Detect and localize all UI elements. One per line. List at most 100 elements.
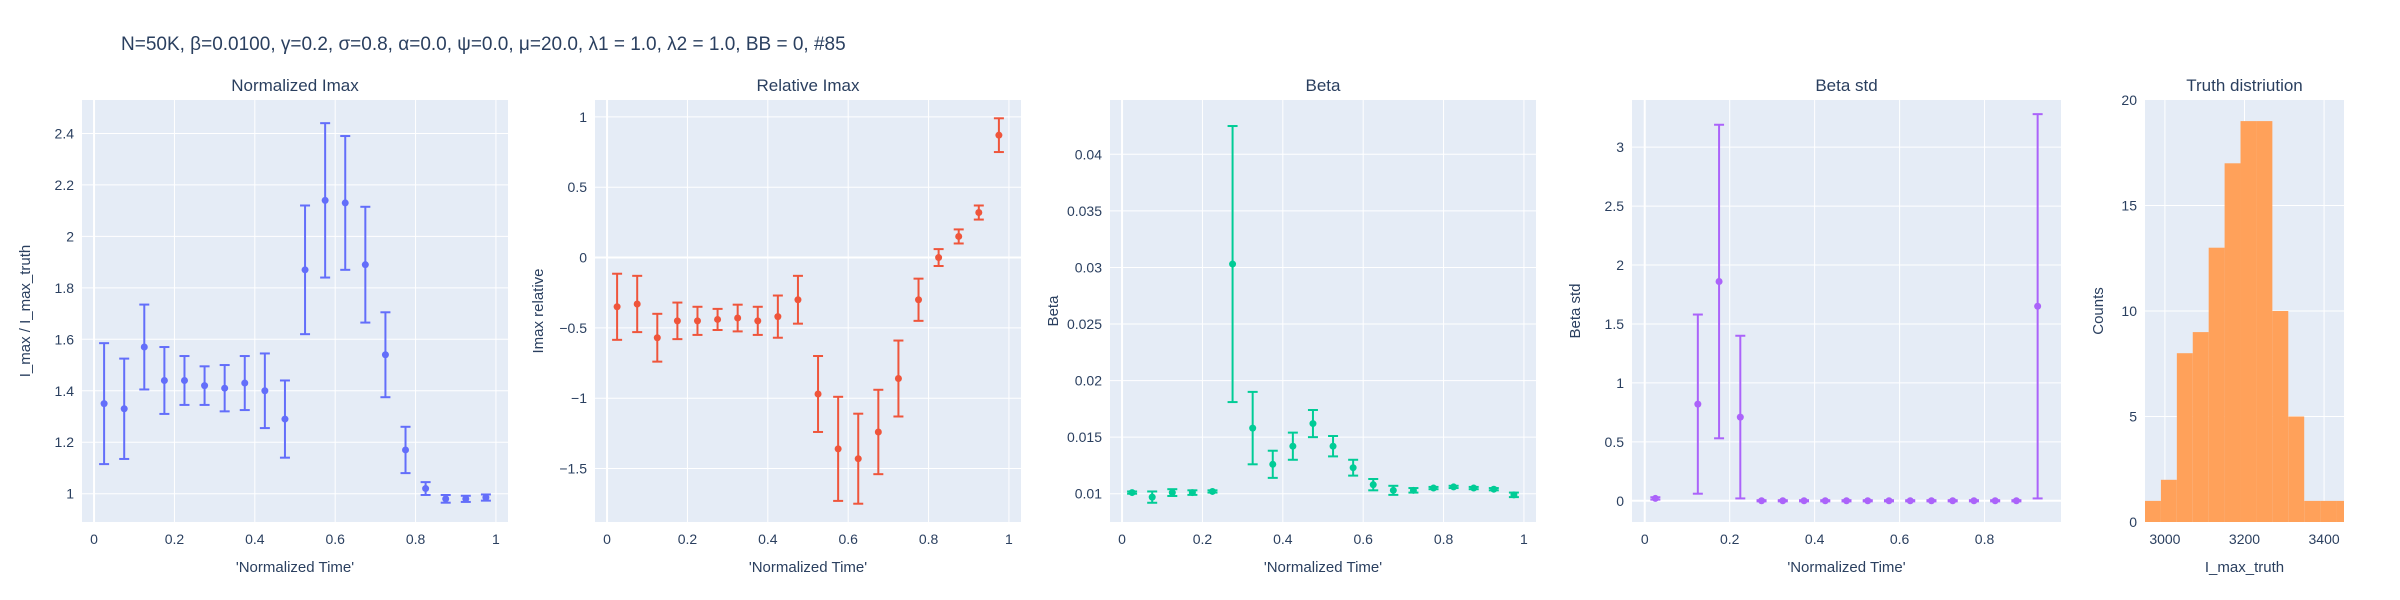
subplot-beta: 0 0.2 0.4 0.6 0.8 1 0.01 0.015 0.02 0.025 0.03 0.03… [1045,76,1536,576]
y-tick-label: 1 [1616,375,1624,391]
marker [462,495,470,503]
x-tick-label: 0 [603,531,611,547]
x-tick-label: 0.2 [165,531,185,547]
marker [1800,497,1808,505]
marker [1208,487,1216,495]
y-tick-label: 0.04 [1075,146,1102,162]
marker [422,485,430,493]
marker [955,232,963,240]
x-axis-label: 'Normalized Time' [1787,559,1905,576]
x-tick-label: 0.2 [1193,531,1213,547]
marker [341,199,349,207]
plot-area [82,100,508,522]
marker [1128,489,1136,497]
data-point [752,305,763,336]
data-point [239,355,250,412]
marker [1694,400,1702,408]
data-point [1841,497,1852,505]
marker [201,382,209,390]
data-point [612,272,623,341]
y-axis-label: Imax relative [530,268,547,353]
y-tick-label: 0 [2129,514,2137,530]
histogram-bar [2145,500,2161,522]
marker [482,494,490,502]
y-tick-label: 5 [2129,409,2137,425]
marker [1927,497,1935,505]
data-point [99,342,110,466]
marker [2012,497,2020,505]
marker [1329,442,1337,450]
data-point [632,274,643,334]
x-tick-label: 0.8 [919,531,939,547]
marker [1289,442,1297,450]
data-point [672,301,683,341]
data-point [380,311,391,399]
marker [1949,497,1957,505]
marker [1249,424,1257,432]
marker [1510,491,1518,499]
figure-title: N=50K, β=0.0100, γ=0.2, σ=0.8, α=0.0, ψ=… [121,34,846,55]
marker [613,303,621,311]
data-point [933,248,944,267]
marker [1188,489,1196,497]
data-point [712,307,723,331]
data-point [340,135,351,271]
data-point [913,277,924,322]
marker [633,300,641,308]
data-point [420,481,431,496]
histogram-bar [2176,353,2193,522]
data-point [199,365,210,406]
marker [754,317,762,325]
y-tick-label: 1.8 [55,280,75,296]
y-tick-label: 0.035 [1067,203,1102,219]
marker [834,445,842,453]
marker [1758,497,1766,505]
data-point [1883,497,1894,505]
data-point [1650,494,1661,502]
marker [874,428,882,436]
marker [774,313,782,321]
plot-area [595,100,1021,522]
data-point [440,493,451,504]
y-tick-label: 2.2 [55,177,75,193]
x-axis-label: 'Normalized Time' [1264,559,1382,576]
marker [180,376,188,384]
data-point [1368,478,1379,492]
y-tick-label: 0.01 [1075,486,1102,502]
marker [673,317,681,325]
subplot-title: Normalized Imax [231,76,359,95]
histogram-bar [2224,163,2241,523]
data-point [1348,458,1359,477]
data-point [1267,449,1278,479]
y-tick-label: 20 [2121,92,2137,108]
marker [714,315,722,323]
marker [1490,485,1498,493]
data-point [792,274,803,325]
data-point [320,122,331,279]
data-point [1147,490,1158,504]
marker [442,495,450,503]
data-point [1756,497,1767,505]
y-tick-label: 2.4 [55,125,75,141]
subplot-title: Beta [1306,76,1342,95]
histogram-bar [2336,500,2344,522]
y-axis-label: I_max / I_max_truth [17,245,34,378]
y-axis-label: Beta std [1567,283,1584,338]
data-point [1947,497,1958,505]
data-point [772,294,783,339]
x-tick-label: 0.2 [1720,531,1740,547]
x-tick-label: 0 [1118,531,1126,547]
x-tick-label: 0.8 [1975,531,1995,547]
marker [381,351,389,359]
subplot-normalized-imax: 0 0.2 0.4 0.6 0.8 1 1 1.2 1.4 1.6 1.8 2 2.2 2.4 Normal… [17,76,508,576]
data-point [1905,497,1916,505]
subplot-title: Relative Imax [757,76,860,95]
data-point [1926,497,1937,505]
marker [100,400,108,408]
y-tick-label: 1 [579,109,587,125]
x-tick-label: 0.6 [325,531,345,547]
marker [160,376,168,384]
data-point [1287,431,1298,461]
data-point [360,205,371,324]
marker [1369,481,1377,489]
